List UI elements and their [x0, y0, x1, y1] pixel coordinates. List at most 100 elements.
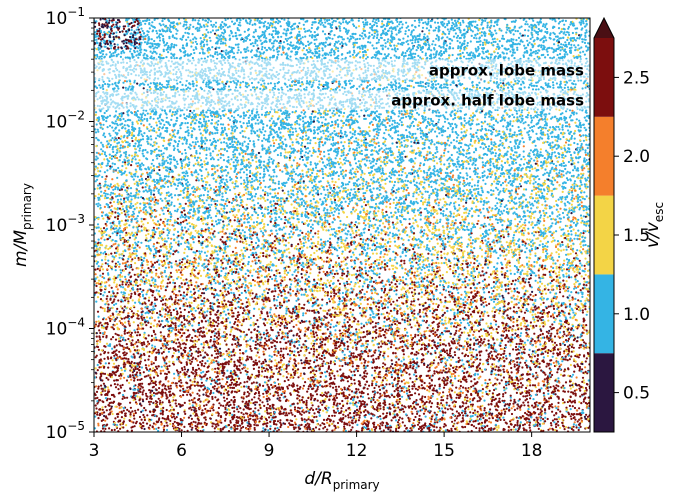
data-point [499, 55, 502, 59]
data-point [192, 48, 195, 52]
data-point [155, 373, 158, 376]
data-point [530, 121, 533, 124]
data-point [447, 32, 451, 35]
data-point [136, 183, 139, 187]
data-point [162, 155, 165, 158]
data-point [266, 403, 269, 406]
data-point [304, 280, 307, 283]
data-point [481, 384, 484, 387]
data-point [415, 49, 418, 52]
data-point [315, 331, 318, 334]
data-point [411, 385, 414, 388]
data-point [176, 270, 179, 274]
data-point [418, 164, 422, 167]
data-point [245, 385, 248, 388]
data-point [97, 320, 100, 323]
data-point [239, 83, 242, 87]
data-point [346, 340, 349, 343]
data-point [256, 19, 259, 22]
data-point [534, 50, 538, 53]
data-point [238, 383, 241, 386]
data-point [322, 287, 325, 290]
data-point [246, 214, 249, 217]
data-point [302, 244, 306, 247]
data-point [110, 405, 113, 408]
data-point [527, 57, 530, 60]
data-point [527, 328, 531, 331]
data-point [112, 200, 116, 203]
data-point [167, 51, 170, 54]
data-point [187, 416, 190, 419]
data-point [353, 49, 356, 52]
data-point [350, 370, 353, 373]
data-point [278, 237, 281, 240]
data-point [425, 374, 428, 377]
data-point [348, 385, 351, 388]
data-point [136, 26, 139, 29]
data-point [507, 249, 510, 252]
data-point [522, 395, 525, 398]
data-point [427, 18, 430, 21]
data-point [542, 418, 545, 421]
data-point [421, 311, 424, 314]
data-point [361, 32, 364, 35]
data-point [108, 290, 111, 294]
data-point [536, 160, 539, 163]
data-point [257, 197, 260, 200]
data-point [569, 408, 572, 411]
data-point [539, 216, 542, 219]
data-point [371, 33, 374, 36]
data-point [123, 357, 126, 360]
data-point [201, 165, 204, 169]
data-point [254, 322, 257, 326]
data-point [100, 237, 103, 240]
data-point [103, 357, 106, 360]
data-point [503, 412, 506, 415]
data-point [537, 427, 540, 430]
data-point [414, 157, 417, 160]
data-point [371, 20, 374, 23]
data-point [296, 397, 299, 400]
data-point [117, 364, 120, 367]
data-point [523, 311, 527, 314]
data-point [558, 288, 562, 291]
data-point [207, 324, 210, 327]
data-point [465, 129, 468, 132]
data-point [245, 173, 248, 176]
data-point [518, 315, 521, 318]
data-point [240, 182, 243, 185]
data-point [572, 382, 575, 385]
data-point [238, 364, 241, 367]
data-point [276, 295, 280, 299]
data-point [259, 155, 262, 158]
data-point [398, 334, 401, 337]
data-point [319, 198, 322, 201]
data-point [213, 334, 216, 337]
data-point [114, 338, 118, 341]
data-point [363, 307, 366, 310]
data-point [387, 129, 390, 132]
data-point [480, 31, 483, 34]
data-point [546, 50, 549, 53]
data-point [209, 407, 212, 410]
data-point [355, 408, 359, 412]
data-point [302, 255, 306, 258]
data-point [473, 247, 476, 250]
data-point [197, 19, 200, 22]
data-point [111, 148, 114, 151]
data-point [580, 172, 583, 175]
data-point [200, 381, 203, 384]
data-point [315, 342, 318, 345]
data-point [456, 110, 459, 113]
data-point [502, 114, 505, 117]
data-point [100, 152, 104, 155]
data-point [175, 269, 178, 272]
data-point [177, 234, 180, 237]
data-point [396, 402, 399, 405]
data-point [396, 145, 399, 148]
data-point [159, 218, 162, 221]
data-point [150, 322, 153, 325]
data-point [194, 213, 197, 216]
data-point [514, 188, 518, 191]
